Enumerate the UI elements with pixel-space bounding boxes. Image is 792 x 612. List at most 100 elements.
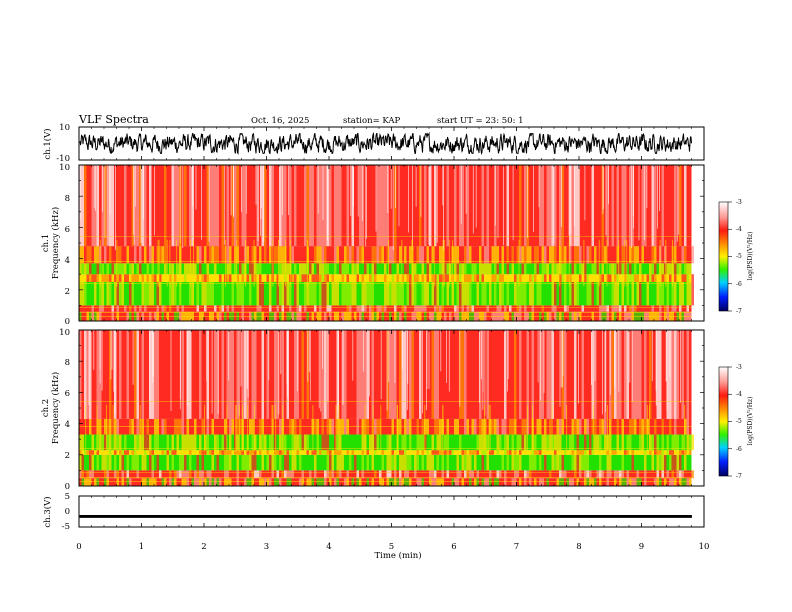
spectrogram-cell	[334, 246, 337, 264]
spectrogram-cell	[391, 450, 394, 455]
spectrogram-cell	[506, 282, 509, 306]
spectrogram-cell	[514, 470, 517, 479]
spectrogram-cell	[111, 165, 114, 247]
spectrogram-cell	[434, 478, 437, 486]
spectrogram-cell	[321, 434, 324, 451]
spectrogram-cell	[664, 274, 667, 282]
spectrogram-cell	[499, 434, 502, 451]
spectrogram-cell	[241, 263, 244, 275]
spectrogram-cell	[91, 454, 94, 471]
spectrogram-cell	[679, 165, 682, 247]
spectrogram-cell	[236, 330, 239, 419]
spectrogram-cell	[89, 246, 92, 264]
spectrogram-cell	[644, 165, 647, 247]
spectrogram-cell	[251, 434, 254, 451]
spectrogram-cell	[574, 165, 577, 247]
spectrogram-cell	[486, 263, 489, 275]
spectrogram-cell	[599, 434, 602, 451]
spectrogram-cell	[524, 282, 527, 306]
spectrogram-cell	[356, 263, 359, 275]
spectrogram-cell	[404, 470, 407, 479]
spectrogram-cell	[399, 454, 402, 471]
ch1-colorbar-label: log(PSD)(V²/Hz)	[747, 232, 754, 281]
spectrogram-cell	[244, 330, 247, 419]
spectrogram-cell	[514, 274, 517, 282]
spectrogram-cell	[394, 478, 397, 486]
spectrogram-cell	[221, 305, 224, 312]
spectrogram-cell	[404, 263, 407, 275]
spectrogram-cell	[626, 282, 629, 306]
spectrogram-cell	[91, 165, 94, 247]
spectrogram-cell	[126, 274, 129, 282]
spectrogram-cell	[449, 263, 452, 275]
spectrogram-cell	[689, 450, 692, 455]
ch2-cb-tick-7: -7	[736, 473, 742, 480]
spectrogram-cell	[209, 478, 212, 486]
spectrogram-cell	[309, 470, 312, 479]
spectrogram-cell	[164, 305, 167, 312]
spectrogram-cell	[116, 246, 119, 264]
spectrogram-cell	[271, 470, 274, 479]
spectrogram-cell	[424, 434, 427, 451]
spectrogram-cell	[461, 454, 464, 471]
spectrogram-cell	[279, 246, 282, 264]
spectrogram-cell	[616, 165, 619, 247]
spectrogram-cell	[141, 274, 144, 282]
spectrogram-cell	[316, 263, 319, 275]
spectrogram-cell	[279, 165, 282, 247]
ch1-cb-tick-5: -5	[736, 253, 742, 260]
spectrogram-cell	[114, 263, 117, 275]
spectrogram-cell	[419, 330, 422, 419]
spectrogram-cell	[181, 434, 184, 451]
spectrogram-cell	[434, 470, 437, 479]
spectrogram-cell	[456, 274, 459, 282]
spectrogram-cell	[364, 330, 367, 419]
spectrogram-band	[79, 434, 692, 451]
spectrogram-cell	[389, 282, 392, 306]
spectrogram-cell	[116, 263, 119, 275]
spectrogram-cell	[331, 470, 334, 479]
spectrogram-cell	[326, 305, 329, 312]
spectrogram-cell	[301, 274, 304, 282]
spectrogram-cell	[216, 454, 219, 471]
spectrogram-cell	[309, 282, 312, 306]
spectrogram-cell	[614, 263, 617, 275]
spectrogram-cell	[336, 478, 339, 486]
spectrogram-cell	[336, 470, 339, 479]
spectrogram-cell	[681, 274, 684, 282]
spectrogram-cell	[639, 330, 642, 419]
spectrogram-cell	[481, 165, 484, 247]
spectrogram-cell	[234, 263, 237, 275]
spectrogram-cell	[604, 434, 607, 451]
spectrogram-cell	[324, 330, 327, 419]
spectrogram-cell	[149, 165, 152, 247]
spectrogram-cell	[531, 454, 534, 471]
spectrogram-cell	[271, 454, 274, 471]
spectrogram-cell	[144, 450, 147, 455]
spectrogram-cell	[196, 454, 199, 471]
spectrogram-cell	[521, 263, 524, 275]
spectrogram-cell	[314, 470, 317, 479]
spectrogram-cell	[226, 246, 229, 264]
spectrogram-cell	[331, 282, 334, 306]
spectrogram-cell	[106, 263, 109, 275]
spectrogram-cell	[671, 305, 674, 312]
spectrogram-cell	[326, 450, 329, 455]
spectrogram-cell	[671, 470, 674, 479]
spectrogram-cell	[204, 450, 207, 455]
spectrogram-cell	[89, 450, 92, 455]
spectrogram-cell	[679, 470, 682, 479]
spectrogram-cell	[626, 434, 629, 451]
spectrogram-cell	[406, 274, 409, 282]
spectrogram-cell	[614, 478, 617, 486]
spectrogram-cell	[674, 246, 677, 264]
spectrogram-cell	[186, 434, 189, 451]
spectrogram-cell	[589, 478, 592, 486]
spectrogram-cell	[316, 450, 319, 455]
spectrogram-cell	[311, 282, 314, 306]
spectrogram-cell	[644, 450, 647, 455]
spectrogram-cell	[431, 454, 434, 471]
spectrogram-cell	[219, 450, 222, 455]
spectrogram-cell	[501, 246, 504, 264]
spectrogram-cell	[596, 263, 599, 275]
